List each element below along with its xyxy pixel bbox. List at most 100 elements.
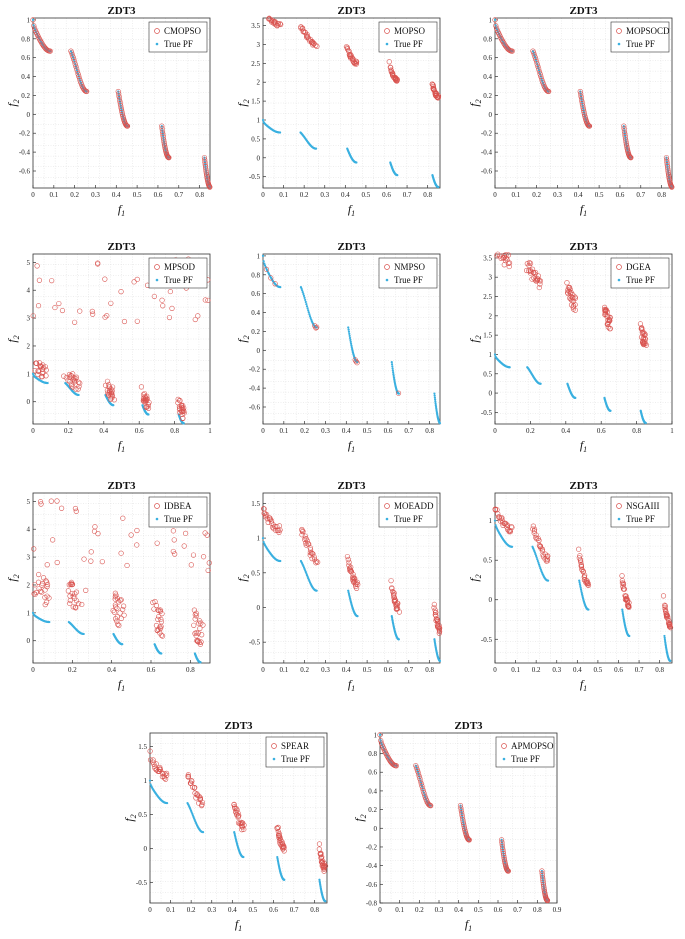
true-pf-point: [349, 340, 352, 343]
obtained-point: [533, 59, 540, 65]
obtained-point: [579, 567, 585, 573]
obtained-point: [391, 592, 397, 598]
x-tick-label: 0.6: [154, 191, 163, 199]
obtained-point: [433, 616, 439, 622]
obtained-point: [526, 260, 533, 266]
legend-marker-obtained: [616, 28, 622, 34]
true-pf-point: [242, 855, 245, 859]
x-tick-label: 0.3: [552, 666, 561, 674]
y-tick-label: -0.6: [366, 881, 378, 889]
true-pf-point: [350, 346, 353, 349]
obtained-point: [504, 522, 511, 528]
legend: SPEAR True PF: [265, 736, 325, 768]
obtained-point: [175, 400, 181, 406]
obtained-point: [72, 319, 78, 325]
true-pf-point: [390, 363, 394, 366]
obtained-point: [198, 639, 204, 645]
obtained-point: [70, 371, 76, 377]
x-tick-label: 0.6: [614, 666, 623, 674]
obtained-point: [114, 605, 120, 611]
true-pf-point: [309, 316, 312, 320]
obtained-point: [434, 616, 440, 623]
obtained-point: [533, 534, 539, 541]
obtained-point: [499, 37, 505, 43]
true-pf-point: [148, 779, 152, 782]
true-pf-point: [306, 307, 309, 310]
legend-label-algorithm: MOEADD: [394, 501, 434, 511]
obtained-point: [669, 184, 675, 190]
x-tick-label: 0.4: [107, 666, 116, 674]
obtained-point: [276, 523, 283, 529]
obtained-point: [299, 527, 305, 534]
obtained-point: [498, 255, 504, 261]
obtained-point: [545, 553, 551, 559]
obtained-point: [112, 616, 119, 622]
true-pf-point: [305, 305, 309, 308]
obtained-point: [539, 546, 546, 552]
obtained-point: [623, 141, 629, 147]
obtained-point: [116, 93, 122, 100]
true-pf-point: [536, 559, 539, 563]
x-tick-label: 0.6: [147, 666, 156, 674]
y-axis-label: f2: [235, 574, 251, 581]
y-tick-label: 3: [489, 274, 493, 282]
obtained-point: [623, 137, 629, 143]
obtained-point: [378, 738, 384, 744]
obtained-point: [155, 607, 161, 613]
obtained-point: [235, 814, 241, 820]
x-tick-label: 1: [670, 427, 674, 435]
obtained-point: [30, 313, 36, 319]
obtained-point: [70, 604, 76, 610]
x-tick-label: 0.5: [362, 191, 371, 199]
true-pf-point: [305, 303, 308, 306]
obtained-point: [172, 551, 178, 557]
y-tick-label: 1: [489, 16, 493, 24]
obtained-point: [83, 587, 89, 593]
true-pf-point: [349, 338, 352, 342]
obtained-point: [607, 318, 613, 324]
chart-title: ZDT3: [569, 480, 598, 492]
series-obtained: [30, 17, 213, 190]
y-tick-label: 3.5: [483, 254, 492, 262]
true-pf-point: [71, 54, 74, 58]
y-tick-label: 1: [489, 351, 493, 359]
obtained-point: [73, 598, 80, 604]
obtained-point: [302, 533, 308, 539]
true-pf-point: [161, 131, 164, 134]
obtained-point: [299, 532, 305, 538]
obtained-point: [393, 75, 399, 82]
true-pf-point: [315, 589, 318, 592]
obtained-point: [527, 260, 534, 267]
y-tick-label: 0.5: [483, 370, 492, 378]
series-true-pf: [261, 537, 442, 663]
x-tick-label: 0.8: [533, 906, 542, 914]
obtained-point: [418, 780, 424, 787]
obtained-point: [665, 170, 671, 176]
obtained-point: [306, 541, 312, 547]
y-axis-label: f2: [5, 99, 21, 106]
obtained-point: [641, 330, 647, 336]
x-tick-label: 0.6: [135, 427, 144, 435]
obtained-point: [318, 850, 324, 856]
y-tick-label: 1.5: [483, 332, 492, 340]
obtained-point: [315, 559, 321, 565]
chart-panel-mopso: 0 0.1 0.2 0.3 0.4 0.5 0.6 0.7 0.8 -0.5 0 0.5 1 1.5 2 2.…: [235, 5, 442, 218]
x-axis-label: f1: [118, 202, 125, 218]
true-pf-point: [538, 565, 541, 568]
y-tick-label: 1.5: [138, 743, 147, 751]
true-pf-point: [283, 878, 286, 881]
series-obtained: [263, 266, 402, 396]
y-tick-label: 4: [27, 287, 31, 295]
true-pf-point: [147, 413, 150, 416]
obtained-point: [313, 42, 319, 48]
true-pf-point: [308, 313, 311, 316]
obtained-point: [31, 546, 37, 552]
obtained-point: [278, 21, 284, 28]
legend-box: [148, 496, 208, 528]
obtained-point: [419, 785, 426, 791]
obtained-point: [205, 297, 211, 303]
true-pf-point: [301, 290, 304, 294]
obtained-point: [415, 771, 422, 777]
obtained-point: [44, 562, 50, 568]
obtained-point: [43, 373, 49, 379]
